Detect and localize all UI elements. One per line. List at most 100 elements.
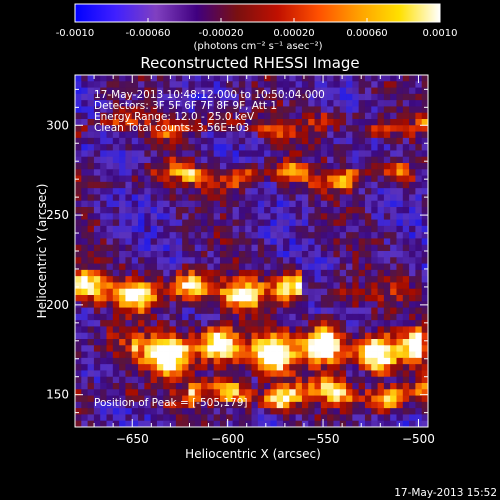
heatmap-cell bbox=[75, 332, 82, 340]
heatmap-cell bbox=[87, 188, 95, 195]
heatmap-cell bbox=[213, 295, 221, 302]
heatmap-cell bbox=[207, 307, 215, 315]
heatmap-cell bbox=[421, 389, 429, 396]
heatmap-cell bbox=[150, 144, 158, 151]
heatmap-cell bbox=[87, 100, 95, 107]
heatmap-cell bbox=[156, 131, 164, 139]
heatmap-cell bbox=[169, 269, 177, 277]
heatmap-cell bbox=[138, 383, 145, 390]
heatmap-cell bbox=[251, 288, 259, 296]
heatmap-cell bbox=[232, 87, 240, 95]
heatmap-cell bbox=[396, 225, 404, 233]
heatmap-cell bbox=[308, 244, 315, 252]
heatmap-cell bbox=[352, 383, 360, 390]
heatmap-cell bbox=[264, 282, 271, 290]
heatmap-cell bbox=[251, 376, 259, 384]
heatmap-cell bbox=[119, 213, 126, 220]
heatmap-cell bbox=[371, 81, 378, 88]
heatmap-cell bbox=[175, 244, 183, 252]
heatmap-cell bbox=[409, 339, 416, 346]
heatmap-cell bbox=[125, 175, 133, 183]
heatmap-cell bbox=[358, 119, 366, 126]
heatmap-cell bbox=[264, 181, 271, 189]
heatmap-cell bbox=[182, 181, 189, 189]
heatmap-cell bbox=[352, 401, 360, 409]
heatmap-cell bbox=[346, 307, 353, 315]
heatmap-cell bbox=[276, 112, 284, 120]
heatmap-cell bbox=[283, 106, 290, 114]
heatmap-cell bbox=[270, 125, 278, 132]
heatmap-cell bbox=[125, 144, 133, 151]
heatmap-cell bbox=[308, 401, 315, 409]
heatmap-cell bbox=[377, 87, 385, 95]
heatmap-cell bbox=[182, 307, 189, 315]
heatmap-cell bbox=[327, 207, 334, 214]
heatmap-cell bbox=[383, 332, 391, 340]
heatmap-cell bbox=[93, 232, 101, 239]
heatmap-cell bbox=[257, 232, 265, 239]
heatmap-cell bbox=[396, 112, 404, 120]
heatmap-cell bbox=[421, 112, 429, 120]
heatmap-cell bbox=[415, 282, 423, 290]
heatmap-cell bbox=[245, 389, 252, 396]
heatmap-cell bbox=[358, 169, 366, 176]
heatmap-cell bbox=[163, 112, 170, 120]
heatmap-cell bbox=[421, 326, 429, 334]
heatmap-cell bbox=[364, 181, 372, 189]
heatmap-cell bbox=[383, 357, 391, 365]
heatmap-cell bbox=[226, 351, 233, 359]
heatmap-cell bbox=[264, 295, 271, 302]
heatmap-cell bbox=[169, 414, 177, 422]
heatmap-cell bbox=[346, 131, 353, 139]
heatmap-cell bbox=[402, 188, 410, 195]
heatmap-cell bbox=[270, 364, 278, 371]
heatmap-cell bbox=[257, 93, 265, 101]
heatmap-cell bbox=[188, 401, 196, 409]
heatmap-cell bbox=[264, 169, 271, 176]
heatmap-cell bbox=[327, 238, 334, 246]
heatmap-cell bbox=[314, 238, 322, 246]
heatmap-cell bbox=[175, 383, 183, 390]
heatmap-cell bbox=[188, 225, 196, 233]
heatmap-cell bbox=[100, 131, 107, 139]
heatmap-cell bbox=[213, 213, 221, 220]
heatmap-cell bbox=[213, 225, 221, 233]
heatmap-cell bbox=[251, 112, 259, 120]
heatmap-cell bbox=[327, 251, 334, 258]
heatmap-cell bbox=[245, 320, 252, 327]
heatmap-cell bbox=[346, 401, 353, 409]
heatmap-cell bbox=[402, 288, 410, 296]
heatmap-cell bbox=[358, 401, 366, 409]
heatmap-cell bbox=[119, 288, 126, 296]
heatmap-cell bbox=[207, 137, 215, 145]
heatmap-cell bbox=[106, 408, 114, 415]
heatmap-cell bbox=[352, 269, 360, 277]
heatmap-cell bbox=[81, 163, 88, 170]
heatmap-cell bbox=[100, 401, 107, 409]
heatmap-cell bbox=[364, 257, 372, 264]
heatmap-cell bbox=[289, 137, 297, 145]
heatmap-cell bbox=[75, 137, 82, 145]
heatmap-cell bbox=[138, 232, 145, 239]
heatmap-cell bbox=[219, 389, 227, 396]
heatmap-cell bbox=[213, 194, 221, 202]
heatmap-cell bbox=[276, 257, 284, 264]
heatmap-cell bbox=[276, 370, 284, 378]
heatmap-cell bbox=[100, 181, 107, 189]
heatmap-cell bbox=[125, 408, 133, 415]
heatmap-cell bbox=[364, 100, 372, 107]
heatmap-cell bbox=[314, 93, 322, 101]
heatmap-cell bbox=[93, 376, 101, 384]
heatmap-cell bbox=[175, 320, 183, 327]
heatmap-cell bbox=[226, 295, 233, 302]
heatmap-cell bbox=[251, 408, 259, 415]
heatmap-cell bbox=[358, 100, 366, 107]
heatmap-cell bbox=[150, 420, 158, 428]
heatmap-cell bbox=[125, 370, 133, 378]
heatmap-cell bbox=[396, 288, 404, 296]
heatmap-cell bbox=[163, 420, 170, 428]
heatmap-cell bbox=[358, 263, 366, 271]
heatmap-cell bbox=[207, 288, 215, 296]
heatmap-cell bbox=[119, 125, 126, 132]
heatmap-cell bbox=[352, 257, 360, 264]
